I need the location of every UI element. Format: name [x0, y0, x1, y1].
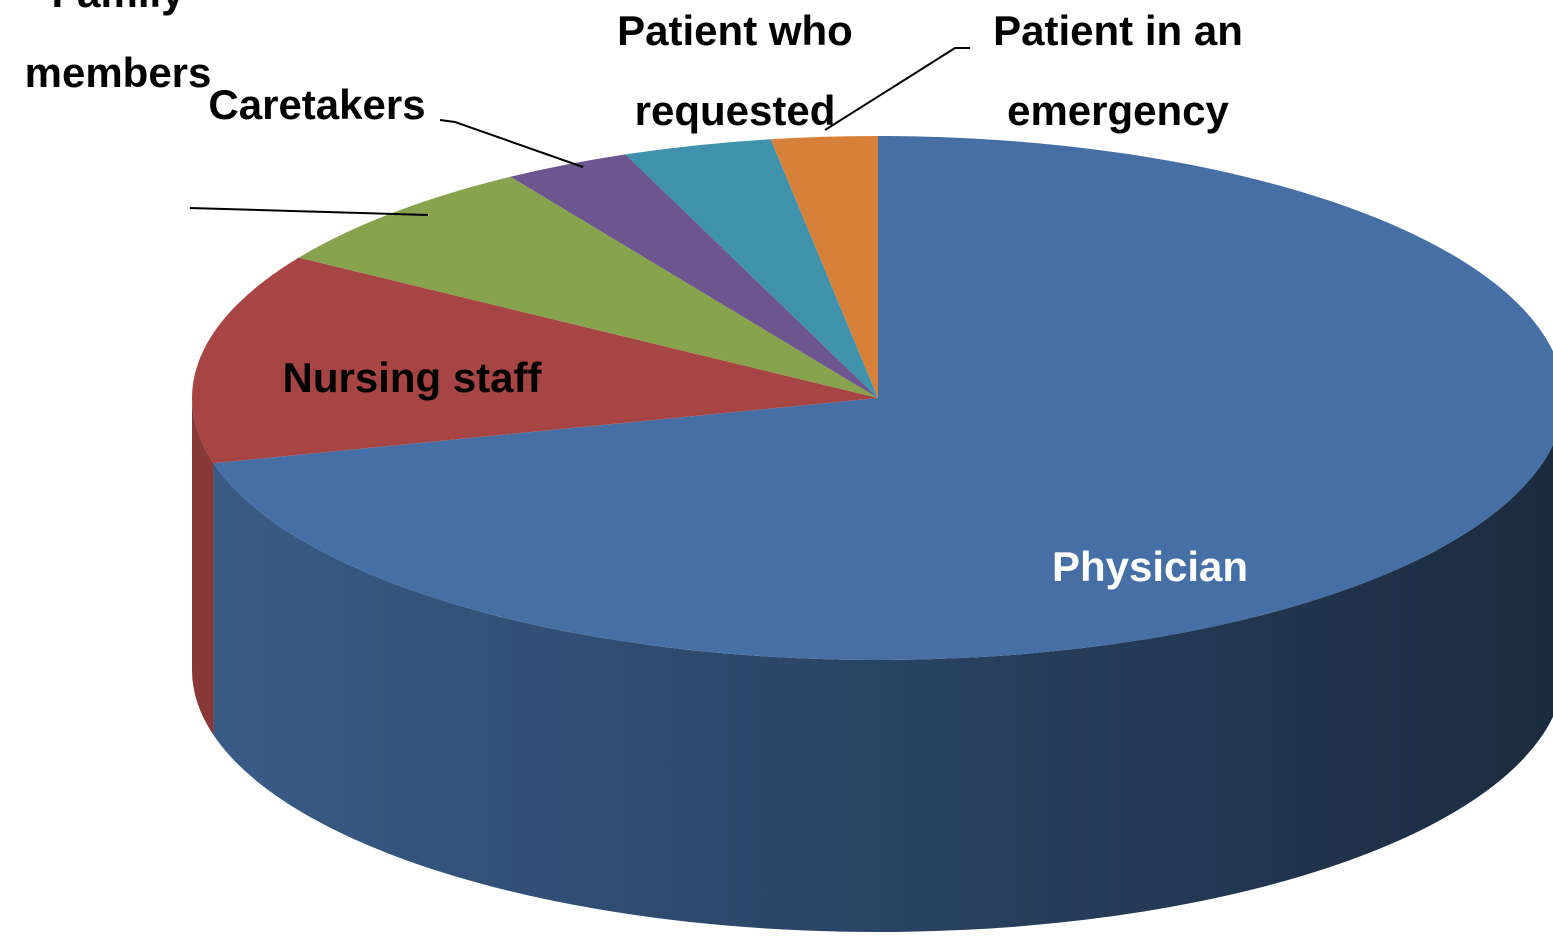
slice-label: Patient who requested — [617, 7, 853, 134]
slice — [770, 136, 878, 398]
slice — [510, 154, 878, 398]
slice-side — [213, 444, 1553, 932]
slice-label: Nursing staff — [282, 354, 542, 401]
slice-label: Family members — [24, 0, 212, 96]
leader-line — [824, 47, 970, 131]
slice — [192, 257, 879, 464]
slice — [213, 136, 1553, 660]
slice — [625, 139, 878, 399]
pie-side — [192, 398, 1553, 932]
slice-label: Caretakers — [208, 81, 426, 128]
leader-line — [189, 207, 429, 216]
slice-side — [192, 398, 214, 736]
slice — [298, 176, 879, 398]
leader-line — [439, 119, 584, 168]
pie-top — [192, 136, 1553, 660]
slice-label: Patient in an emergency — [993, 7, 1243, 134]
slice-label: Physician — [1051, 543, 1249, 590]
